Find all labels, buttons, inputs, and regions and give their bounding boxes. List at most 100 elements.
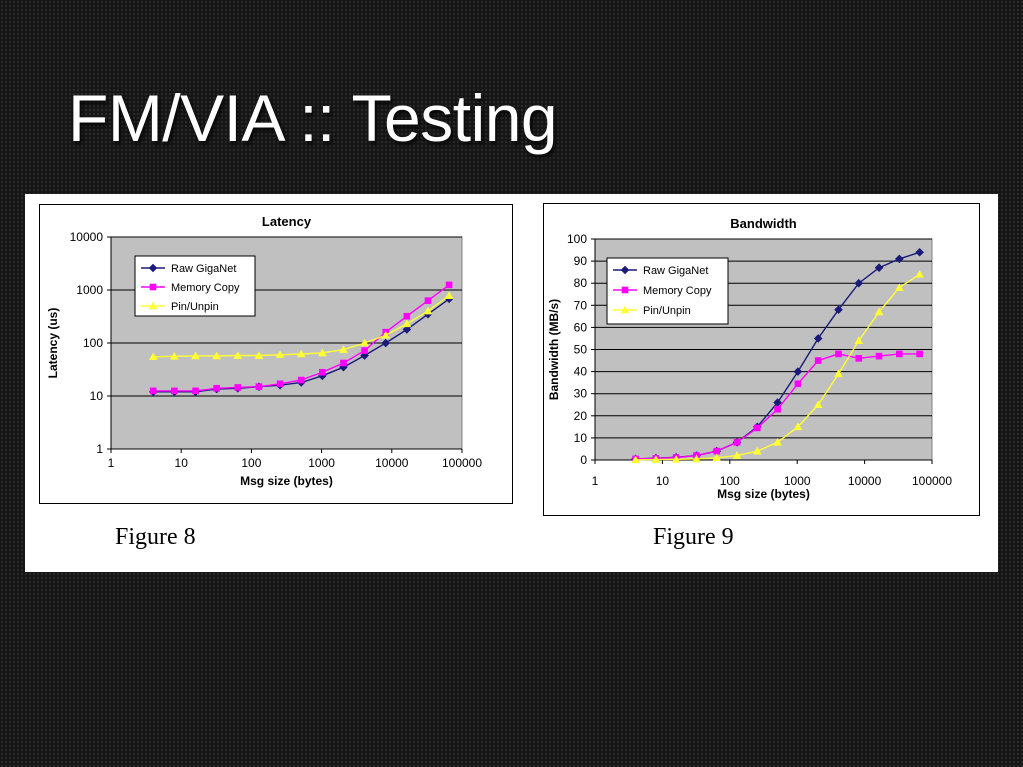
chart-title: Bandwidth bbox=[730, 216, 796, 231]
data-point bbox=[793, 367, 803, 376]
data-point bbox=[191, 351, 200, 360]
data-point bbox=[275, 350, 285, 359]
legend-swatch-marker bbox=[620, 305, 630, 314]
legend-label: Raw GigaNet bbox=[171, 263, 236, 275]
data-point bbox=[916, 350, 923, 358]
data-point bbox=[753, 446, 762, 455]
data-point bbox=[192, 387, 199, 395]
data-point bbox=[834, 305, 843, 315]
legend-label: Memory Copy bbox=[171, 282, 240, 294]
data-point bbox=[276, 380, 284, 388]
data-point bbox=[651, 455, 661, 463]
y-tick-label: 100 bbox=[567, 232, 587, 246]
data-point bbox=[813, 334, 823, 343]
data-point bbox=[732, 451, 742, 459]
data-point bbox=[254, 351, 264, 359]
data-point bbox=[148, 352, 158, 361]
data-point bbox=[814, 357, 822, 364]
data-point bbox=[361, 347, 368, 354]
x-tick-label: 10 bbox=[656, 474, 670, 488]
x-axis-label: Msg size (bytes) bbox=[717, 487, 810, 501]
data-point bbox=[339, 362, 348, 372]
y-tick-label: 60 bbox=[574, 320, 588, 334]
data-point bbox=[834, 369, 843, 378]
y-tick-label: 10 bbox=[574, 431, 588, 445]
y-axis-label: Latency (us) bbox=[46, 308, 60, 379]
data-point bbox=[855, 355, 863, 362]
x-tick-label: 10000 bbox=[375, 456, 409, 470]
data-point bbox=[149, 387, 157, 395]
data-point bbox=[381, 338, 391, 348]
data-point bbox=[318, 348, 327, 357]
data-point bbox=[360, 338, 369, 347]
data-point bbox=[874, 307, 884, 316]
data-point bbox=[403, 312, 411, 320]
data-point bbox=[733, 439, 741, 446]
data-point bbox=[835, 350, 842, 358]
legend-swatch-marker bbox=[148, 263, 158, 273]
y-tick-label: 10000 bbox=[70, 230, 104, 244]
y-tick-label: 100 bbox=[83, 336, 103, 350]
data-point bbox=[423, 306, 433, 315]
data-point bbox=[915, 247, 924, 257]
data-point bbox=[212, 351, 221, 360]
y-tick-label: 0 bbox=[580, 453, 587, 467]
x-tick-label: 1 bbox=[592, 474, 599, 488]
legend-swatch-marker bbox=[149, 283, 157, 291]
figure-panel: 1 10 100 1000 10000 1 10 100 1000 10000 100000 Late… bbox=[25, 194, 998, 572]
x-tick-label: 100000 bbox=[912, 474, 952, 488]
data-point bbox=[255, 383, 263, 390]
data-point bbox=[170, 352, 179, 360]
data-point bbox=[424, 297, 432, 304]
y-tick-label: 10 bbox=[90, 389, 104, 403]
y-tick-label: 1000 bbox=[76, 283, 103, 297]
data-point bbox=[854, 278, 864, 288]
x-tick-label: 10 bbox=[175, 456, 189, 470]
data-point bbox=[318, 371, 327, 381]
data-point bbox=[875, 352, 883, 360]
x-axis-label: Msg size (bytes) bbox=[240, 474, 333, 488]
y-tick-label: 90 bbox=[574, 254, 588, 268]
legend-label: Memory Copy bbox=[643, 285, 712, 297]
data-point bbox=[773, 438, 782, 446]
figure-9-caption: Figure 9 bbox=[653, 524, 734, 550]
x-tick-label: 10000 bbox=[848, 474, 882, 488]
y-tick-label: 70 bbox=[574, 298, 588, 312]
slide-title: FM/VIA :: Testing bbox=[68, 81, 558, 155]
x-tick-label: 1000 bbox=[784, 474, 811, 488]
data-point bbox=[794, 380, 802, 388]
x-tick-label: 1000 bbox=[308, 456, 335, 470]
data-point bbox=[773, 398, 782, 407]
chart-title: Latency bbox=[262, 214, 312, 229]
data-point bbox=[915, 270, 924, 278]
x-tick-label: 1 bbox=[108, 456, 115, 470]
data-point bbox=[296, 349, 306, 358]
data-point bbox=[895, 254, 904, 264]
y-tick-label: 80 bbox=[574, 276, 588, 290]
data-point bbox=[631, 455, 640, 464]
x-tick-label: 100 bbox=[241, 456, 261, 470]
y-tick-label: 40 bbox=[574, 365, 588, 379]
data-point bbox=[233, 351, 243, 359]
data-point bbox=[712, 453, 722, 462]
data-point bbox=[754, 424, 761, 432]
y-tick-label: 1 bbox=[96, 442, 103, 456]
legend-label: Pin/Unpin bbox=[171, 301, 219, 313]
data-point bbox=[895, 283, 904, 291]
data-point bbox=[234, 384, 242, 391]
y-tick-label: 50 bbox=[574, 343, 588, 357]
data-point bbox=[381, 330, 391, 339]
data-point bbox=[402, 325, 412, 334]
legend-swatch-marker bbox=[621, 286, 629, 294]
data-point bbox=[692, 454, 701, 463]
latency-chart: 1 10 100 1000 10000 1 10 100 1000 10000 100000 Late… bbox=[39, 204, 513, 504]
data-point bbox=[445, 281, 453, 289]
legend-label: Pin/Unpin bbox=[643, 305, 691, 317]
data-point bbox=[319, 369, 326, 376]
data-point bbox=[793, 422, 803, 431]
x-tick-label: 100000 bbox=[442, 456, 482, 470]
data-point bbox=[402, 319, 412, 328]
data-point bbox=[297, 376, 305, 384]
data-point bbox=[671, 455, 681, 463]
